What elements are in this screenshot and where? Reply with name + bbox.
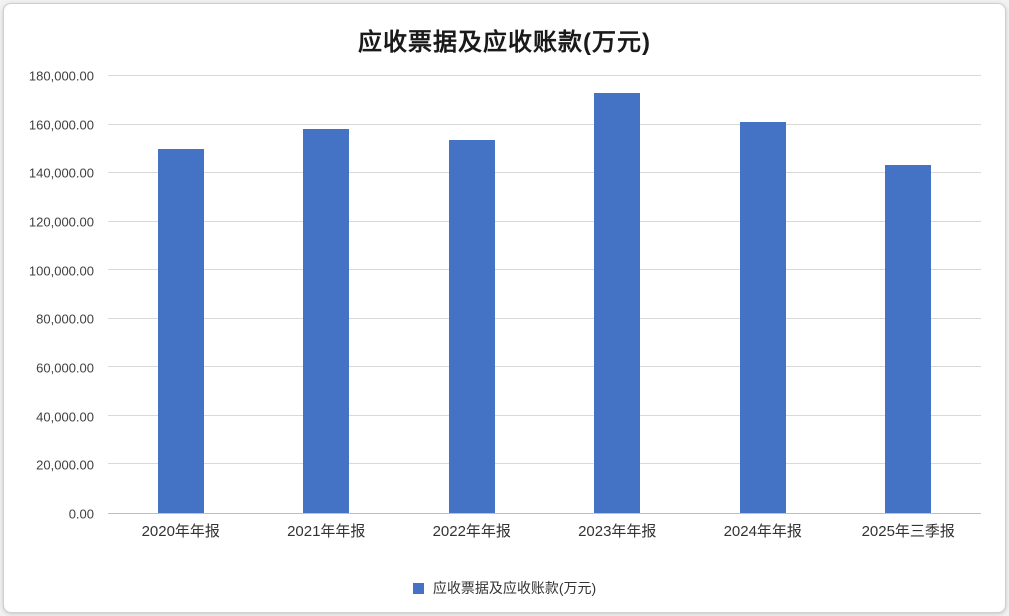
x-axis: 2020年年报 2021年年报 2022年年报 2023年年报 2024年年报 2025年… <box>108 520 981 546</box>
bar-2021年年报 <box>303 129 350 513</box>
y-tick-label: 180,000.00 <box>28 68 94 84</box>
x-tick-label: 2023年年报 <box>578 523 657 540</box>
x-tick-label: 2022年年报 <box>432 523 511 540</box>
bar-2020年年报 <box>157 148 204 513</box>
gridline <box>108 172 981 174</box>
y-tick-label: 60,000.00 <box>36 360 94 376</box>
chart-title: 应收票据及应收账款(万元) <box>358 29 651 56</box>
plot-area <box>108 75 981 514</box>
x-tick-label: 2021年年报 <box>287 523 366 540</box>
y-axis: 0.00 20,000.00 40,000.00 60,000.00 80,000.00… <box>4 69 100 522</box>
gridline <box>108 366 981 368</box>
legend-swatch-icon <box>412 582 424 594</box>
gridline <box>108 75 981 76</box>
gridline <box>108 220 981 222</box>
bar-column <box>690 76 836 513</box>
gridline <box>108 269 981 271</box>
y-tick-label: 160,000.00 <box>28 117 94 133</box>
y-tick-label: 120,000.00 <box>28 214 94 230</box>
y-tick-label: 80,000.00 <box>36 311 94 327</box>
y-tick-label: 140,000.00 <box>28 165 94 181</box>
y-tick-label: 0.00 <box>68 506 94 522</box>
legend-label: 应收票据及应收账款(万元) <box>432 580 597 596</box>
bar-column <box>545 76 691 513</box>
bars-row <box>108 76 981 513</box>
x-tick-label: 2025年三季报 <box>861 523 955 540</box>
x-tick-label: 2024年年报 <box>723 523 802 540</box>
bar-2024年年报 <box>739 122 786 513</box>
x-tick-label: 2020年年报 <box>141 523 220 540</box>
bar-2023年年报 <box>594 93 641 513</box>
gridline <box>108 414 981 416</box>
bar-2025年三季报 <box>885 164 932 513</box>
legend: 应收票据及应收账款(万元) <box>4 578 1005 598</box>
gridline <box>108 317 981 319</box>
chart-card: 应收票据及应收账款(万元) 0.00 20,000.00 40,000.00 60,0… <box>3 3 1006 613</box>
y-tick-label: 20,000.00 <box>36 457 94 473</box>
bar-column <box>399 76 545 513</box>
gridline <box>108 123 981 125</box>
y-tick-label: 40,000.00 <box>36 409 94 425</box>
bar-2022年年报 <box>448 140 495 513</box>
gridline <box>108 463 981 465</box>
y-tick-label: 100,000.00 <box>28 263 94 279</box>
bar-column <box>108 76 254 513</box>
bar-column <box>836 76 982 513</box>
bar-column <box>254 76 400 513</box>
